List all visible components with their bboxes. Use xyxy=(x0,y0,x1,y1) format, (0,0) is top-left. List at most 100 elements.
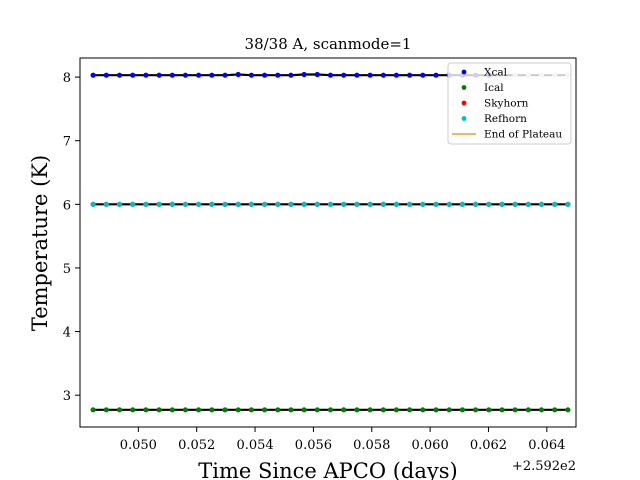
point-refhorn xyxy=(354,201,360,207)
point-ical xyxy=(341,407,347,413)
legend-label: Ical xyxy=(484,82,504,94)
point-ical xyxy=(354,407,360,413)
point-xcal xyxy=(420,72,426,78)
y-tick-label: 6 xyxy=(63,198,71,213)
point-xcal xyxy=(275,72,281,78)
point-ical xyxy=(182,407,188,413)
point-refhorn xyxy=(235,201,241,207)
point-ical xyxy=(209,407,215,413)
point-refhorn xyxy=(459,201,465,207)
x-tick-label: 0.060 xyxy=(412,438,449,453)
point-refhorn xyxy=(130,201,136,207)
point-refhorn xyxy=(341,201,347,207)
point-xcal xyxy=(182,72,188,78)
point-ical xyxy=(103,407,109,413)
point-xcal xyxy=(262,72,268,78)
y-tick-label: 3 xyxy=(63,389,71,404)
point-refhorn xyxy=(393,201,399,207)
point-refhorn xyxy=(182,201,188,207)
point-refhorn xyxy=(407,201,413,207)
point-xcal xyxy=(143,72,149,78)
point-ical xyxy=(407,407,413,413)
x-tick-label: 0.052 xyxy=(178,438,215,453)
point-xcal xyxy=(116,72,123,78)
point-ical xyxy=(143,407,149,413)
point-refhorn xyxy=(512,201,518,207)
point-xcal xyxy=(301,71,307,78)
x-tick-label: 0.056 xyxy=(295,438,332,453)
point-refhorn xyxy=(552,201,558,207)
point-refhorn xyxy=(367,201,373,207)
point-xcal xyxy=(367,72,373,78)
y-tick-label: 8 xyxy=(63,71,71,86)
point-ical xyxy=(90,407,96,413)
point-ical xyxy=(525,407,531,413)
legend-marker-skyhorn xyxy=(461,100,467,106)
point-xcal xyxy=(196,72,202,78)
point-refhorn xyxy=(196,201,202,207)
legend-box xyxy=(447,62,572,145)
x-tick-label: 0.064 xyxy=(528,438,565,453)
point-xcal xyxy=(380,72,386,78)
point-ical xyxy=(248,407,254,413)
point-refhorn xyxy=(565,201,571,207)
x-offset-label: +2.592e2 xyxy=(512,459,576,474)
point-ical xyxy=(169,407,175,413)
point-refhorn xyxy=(169,201,175,207)
point-refhorn xyxy=(525,201,531,207)
point-ical xyxy=(552,407,558,413)
point-ical xyxy=(367,407,373,413)
point-ical xyxy=(512,407,518,413)
point-xcal xyxy=(235,71,241,78)
x-tick-label: 0.050 xyxy=(120,438,157,453)
point-refhorn xyxy=(275,201,281,207)
point-ical xyxy=(473,407,479,413)
point-xcal xyxy=(103,72,109,78)
point-ical xyxy=(130,407,136,413)
chart-title: 38/38 A, scanmode=1 xyxy=(245,35,412,53)
point-ical xyxy=(565,407,571,413)
point-ical xyxy=(314,407,320,413)
x-axis-ticks: 0.050 0.052 0.054 0.056 0.058 0.060 0.062 0.064 xyxy=(120,427,565,453)
point-ical xyxy=(499,407,505,413)
point-refhorn xyxy=(248,201,254,207)
point-ical xyxy=(486,407,492,413)
point-ical xyxy=(156,407,162,413)
point-xcal xyxy=(169,72,175,78)
x-tick-label: 0.062 xyxy=(470,438,507,453)
y-tick-label: 5 xyxy=(63,262,71,277)
point-xcal xyxy=(156,72,162,78)
point-ical xyxy=(262,407,268,413)
point-refhorn xyxy=(499,201,505,207)
point-refhorn xyxy=(156,201,162,207)
point-ical xyxy=(222,407,228,413)
point-refhorn xyxy=(222,201,228,207)
point-refhorn xyxy=(143,201,149,207)
point-ical xyxy=(235,407,241,413)
point-ical xyxy=(433,407,439,413)
point-xcal xyxy=(209,72,215,78)
legend-marker-ical xyxy=(461,85,467,90)
point-ical xyxy=(116,407,123,413)
x-axis-label: Time Since APCO (days) xyxy=(198,459,457,480)
point-xcal xyxy=(222,72,228,78)
plot-frame xyxy=(79,57,577,428)
point-xcal xyxy=(130,72,136,78)
point-refhorn xyxy=(314,201,320,207)
legend-label: Xcal xyxy=(484,67,508,79)
point-refhorn xyxy=(486,201,492,207)
point-refhorn xyxy=(116,201,123,207)
point-xcal xyxy=(341,72,347,78)
point-refhorn xyxy=(538,201,545,207)
point-refhorn xyxy=(327,201,334,207)
point-xcal xyxy=(354,72,360,78)
y-tick-label: 7 xyxy=(63,135,71,150)
point-ical xyxy=(393,407,399,413)
legend: Xcal Ical Skyhorn Refhorn End of Plateau xyxy=(447,62,572,145)
point-ical xyxy=(275,407,281,413)
legend-marker-xcal xyxy=(461,69,467,75)
point-xcal xyxy=(90,72,96,78)
point-ical xyxy=(301,407,307,413)
point-xcal xyxy=(393,72,399,78)
point-ical xyxy=(380,407,386,413)
